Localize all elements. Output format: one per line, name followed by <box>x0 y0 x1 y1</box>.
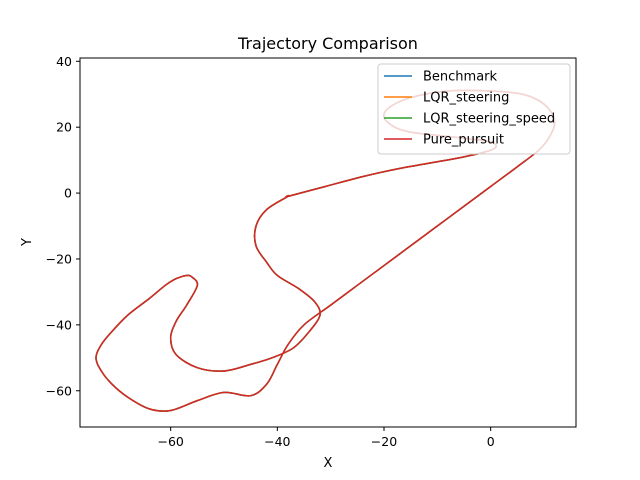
y-tick-label: −60 <box>46 383 72 398</box>
y-tick-label: −40 <box>46 317 72 332</box>
legend-label-lqr-steering: LQR_steering <box>423 91 509 106</box>
y-axis-label: Y <box>20 238 35 247</box>
y-tick-label: 20 <box>56 120 72 135</box>
axis-ticks: −60 −40 −20 0 −60 −40 −20 0 20 40 <box>46 54 495 449</box>
x-tick-label: −40 <box>264 434 290 449</box>
x-tick-label: 0 <box>487 434 495 449</box>
y-tick-label: 40 <box>56 54 72 69</box>
legend-box <box>377 63 571 155</box>
legend: Benchmark LQR_steering LQR_steering_speed P… <box>377 63 571 155</box>
y-tick-label: −20 <box>46 251 72 266</box>
y-tick-label: 0 <box>64 186 72 201</box>
chart-title: Trajectory Comparison <box>237 34 418 53</box>
legend-label-pure-pursuit: Pure_pursuit <box>423 133 504 148</box>
x-tick-label: −60 <box>157 434 183 449</box>
x-tick-label: −20 <box>371 434 397 449</box>
legend-label-benchmark: Benchmark <box>423 70 498 85</box>
axes-frame <box>79 57 577 428</box>
legend-label-lqr-steering-speed: LQR_steering_speed <box>423 112 555 127</box>
x-axis-label: X <box>324 456 333 471</box>
